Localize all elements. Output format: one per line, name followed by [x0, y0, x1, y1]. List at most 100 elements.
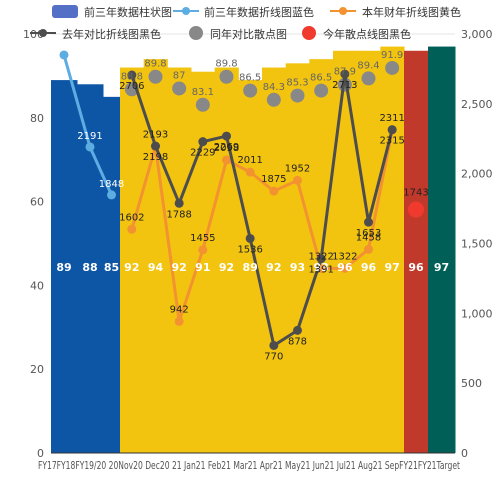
gray-line-point[interactable]: [293, 325, 302, 335]
y-left-tick-label: 0: [37, 447, 44, 460]
gray-scatter-point[interactable]: [290, 88, 305, 103]
gray-line-value-label: 2198: [143, 152, 168, 163]
gray-line-point[interactable]: [364, 217, 373, 227]
orange-line-path: [130, 129, 394, 323]
bar[interactable]: [51, 80, 78, 453]
orange-line-value-label: 1602: [119, 212, 144, 223]
legend-swatch-bar[interactable]: [52, 5, 78, 18]
bar-value-label: 92: [219, 261, 234, 274]
bar-value-label: 93: [314, 261, 329, 274]
y-left-tick-label: 20: [30, 363, 44, 376]
legend-swatch-gray-dot: [39, 29, 47, 37]
legend-swatch-blue-dot: [182, 7, 190, 15]
gray-scatter-value-label: 89.4: [357, 60, 379, 71]
legend-label-orange-line[interactable]: 本年财年折线图黄色: [362, 5, 461, 19]
orange-line-value-label: 2311: [379, 113, 404, 124]
y-left-tick-label: 100: [23, 28, 44, 41]
gray-scatter-value-label: 87: [173, 70, 186, 81]
y-left-tick-label: 40: [30, 279, 44, 292]
gray-line-point[interactable]: [245, 233, 255, 243]
orange-line-value-label: 2011: [237, 155, 262, 166]
orange-line-value-label: 2098: [214, 143, 239, 154]
gray-line-value-label: 1391: [308, 265, 333, 276]
gray-scatter-point[interactable]: [361, 71, 376, 86]
y-left-tick-label: 80: [30, 112, 44, 125]
gray-scatter-value-label: 87.9: [334, 67, 356, 78]
gray-scatter-point[interactable]: [172, 81, 187, 96]
orange-line-point[interactable]: [127, 224, 137, 234]
y-right-tick-label: 0: [461, 447, 468, 460]
legend-label-blue-line[interactable]: 前三年数据折线图蓝色: [204, 5, 314, 19]
orange-line-point[interactable]: [364, 244, 373, 254]
gray-scatter-point[interactable]: [314, 83, 329, 98]
bar[interactable]: [428, 46, 456, 453]
gray-scatter-point[interactable]: [148, 69, 163, 84]
y-right-tick-label: 500: [461, 377, 482, 390]
gray-scatter-point[interactable]: [243, 83, 258, 98]
bar[interactable]: [191, 71, 216, 454]
gray-line-point[interactable]: [222, 131, 231, 141]
legend-swatch-gray-scatter[interactable]: [189, 26, 203, 40]
bar[interactable]: [238, 80, 263, 453]
gray-line-point[interactable]: [198, 137, 208, 147]
bar[interactable]: [404, 50, 429, 453]
gray-scatter-point[interactable]: [195, 97, 210, 112]
gray-line-point[interactable]: [316, 254, 326, 264]
red-scatter-value-label: 1743: [403, 188, 428, 199]
gray-line-point[interactable]: [151, 141, 160, 151]
orange-line-value-label: 1455: [190, 233, 215, 244]
gray-line-point[interactable]: [340, 69, 350, 79]
bar[interactable]: [262, 67, 287, 454]
orange-line-value-label: 1322: [332, 251, 357, 262]
gray-line-point[interactable]: [269, 340, 279, 350]
gray-scatter-value-label: 89.8: [215, 59, 237, 70]
gray-line-value-label: 2269: [214, 142, 239, 153]
orange-line-point[interactable]: [269, 186, 279, 196]
legend-label-gray-scatter[interactable]: 同年对比散点图: [210, 27, 287, 41]
gray-line-value-label: 1788: [166, 209, 191, 220]
legend-swatch-red-scatter[interactable]: [302, 26, 316, 40]
orange-line-value-label: 1875: [261, 174, 286, 185]
legend-label-red-scatter[interactable]: 今年散点线图黑色: [323, 27, 411, 41]
bar-value-label: 96: [408, 261, 424, 274]
bar[interactable]: [120, 67, 145, 454]
orange-line-point[interactable]: [174, 316, 184, 326]
gray-scatter-point[interactable]: [219, 69, 234, 84]
gray-scatter-value-label: 91.9: [381, 50, 403, 61]
bar-value-label: 88: [82, 261, 97, 274]
blue-line-value-label: 2191: [77, 131, 102, 142]
blue-line-point[interactable]: [107, 190, 116, 200]
orange-line-point[interactable]: [293, 175, 302, 185]
blue-line-point[interactable]: [85, 142, 95, 152]
gray-line-path: [130, 72, 394, 347]
legend-label-gray-line[interactable]: 去年对比折线图黑色: [62, 27, 161, 41]
gray-line-point[interactable]: [174, 198, 184, 208]
gray-scatter-point[interactable]: [385, 60, 400, 75]
y-right-tick-label: 1,000: [461, 307, 493, 320]
gray-scatter-point[interactable]: [266, 92, 281, 107]
gray-line-value-label: 2706: [119, 81, 144, 92]
orange-line-point[interactable]: [222, 155, 231, 165]
bar[interactable]: [103, 96, 121, 453]
legend-swatch-orange-dot: [339, 7, 347, 15]
orange-line-point[interactable]: [198, 245, 208, 255]
legend-label-bar[interactable]: 前三年数据柱状图: [84, 5, 172, 19]
gray-line-value-label: 1536: [237, 244, 262, 255]
bar-value-label: 93: [290, 261, 305, 274]
bar-value-label: 92: [266, 261, 281, 274]
gray-line-point[interactable]: [387, 125, 397, 135]
orange-line-point[interactable]: [245, 167, 255, 177]
gray-line-value-label: 770: [264, 351, 283, 362]
bar-value-label: 97: [434, 261, 449, 274]
legend: 前三年数据柱状图 前三年数据折线图蓝色 本年财年折线图黄色 去年对比折线图黑色 …: [30, 5, 461, 41]
red-scatter-point[interactable]: [408, 201, 424, 218]
y-right-tick-label: 2,500: [461, 98, 493, 111]
bar-value-label: 92: [124, 261, 139, 274]
blue-line-point[interactable]: [59, 50, 69, 60]
bar[interactable]: [285, 63, 310, 454]
gray-line-point[interactable]: [127, 70, 137, 80]
orange-line-point[interactable]: [340, 263, 350, 273]
x-tick-labels: FY17FY18FY19/20 20Nov20 Dec20 21 Jan21 F…: [38, 459, 460, 472]
bar[interactable]: [380, 46, 405, 453]
gray-scatter-value-label: 86.5: [239, 73, 261, 84]
